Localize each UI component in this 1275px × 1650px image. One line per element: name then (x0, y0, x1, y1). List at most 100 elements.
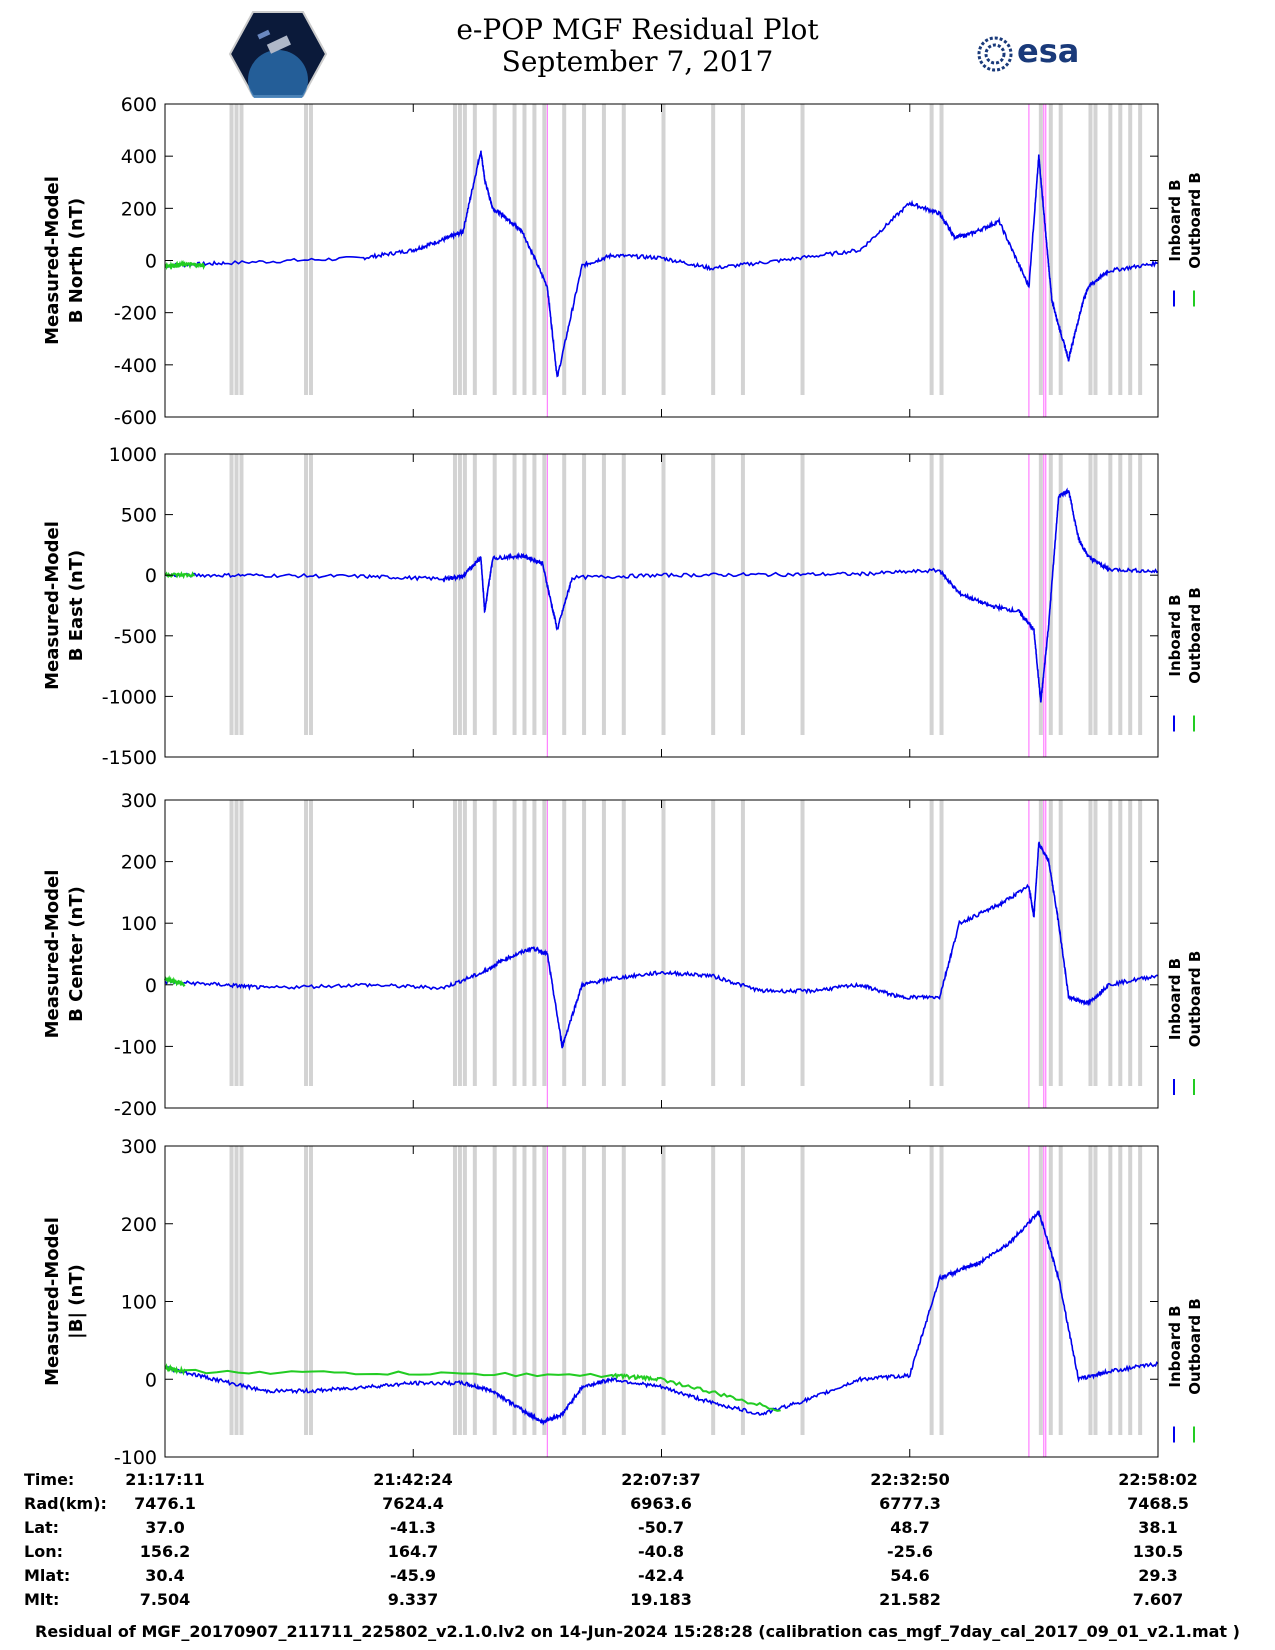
gray-band (234, 104, 239, 395)
gray-band (800, 1146, 805, 1435)
y-axis-label-line1: Measured-Model (42, 870, 63, 1039)
gray-band (492, 104, 497, 395)
ephemeris-row-label: Mlt: (24, 1590, 60, 1609)
gray-band (229, 800, 234, 1086)
title-line1: e-POP MGF Residual Plot (456, 13, 819, 46)
gray-band (457, 800, 462, 1086)
gray-band (711, 1146, 716, 1435)
gray-band (939, 104, 944, 395)
gray-band (1058, 454, 1063, 735)
y-tick-label: 300 (121, 1136, 157, 1158)
ephemeris-cell: -45.9 (389, 1566, 437, 1585)
legend-inboard: Inboard B (1166, 1305, 1184, 1387)
y-tick-label: 0 (145, 1369, 157, 1391)
series-inboard (164, 150, 1159, 378)
ephemeris-cell: 9.337 (387, 1590, 439, 1609)
ephemeris-cell: 7476.1 (134, 1494, 196, 1513)
esa-logo: esa (975, 32, 1095, 74)
gray-band (582, 1146, 587, 1435)
gray-band (1088, 800, 1093, 1086)
gray-band (1038, 800, 1043, 1086)
ephemeris-cell: 164.7 (387, 1542, 439, 1561)
ephemeris-cell: 29.3 (1138, 1566, 1178, 1585)
gray-band (621, 454, 626, 735)
ephemeris-row-label: Mlat: (24, 1566, 71, 1585)
gray-band (457, 104, 462, 395)
gray-band (582, 454, 587, 735)
y-tick-label: 300 (121, 790, 157, 812)
ephemeris-cell: 22:07:37 (621, 1470, 701, 1489)
y-tick-label: -100 (114, 1447, 157, 1469)
gray-band (800, 454, 805, 735)
gray-band (308, 800, 313, 1086)
y-tick-label: -1000 (102, 686, 157, 708)
gray-band (522, 1146, 527, 1435)
y-axis-label-line1: Measured-Model (42, 176, 63, 345)
gray-band (929, 800, 934, 1086)
legend-outboard: Outboard B (1186, 951, 1204, 1048)
gray-band (1088, 454, 1093, 735)
gray-band (1048, 1146, 1053, 1435)
gray-band (492, 800, 497, 1086)
gray-band (457, 1146, 462, 1435)
gray-band (1138, 1146, 1143, 1435)
gray-band (621, 104, 626, 395)
gray-band (512, 800, 517, 1086)
gray-band (462, 1146, 467, 1435)
gray-band (1128, 1146, 1133, 1435)
gray-band (601, 104, 606, 395)
y-tick-label: 0 (145, 251, 157, 273)
y-tick-label: 200 (121, 198, 157, 220)
series-inboard (164, 487, 1159, 703)
y-tick-label: 400 (121, 146, 157, 168)
gray-band (740, 104, 745, 395)
ephemeris-cell: 21.582 (879, 1590, 941, 1609)
gray-band (939, 454, 944, 735)
gray-band (457, 454, 462, 735)
legend-inboard: Inboard B (1166, 179, 1184, 261)
gray-band (532, 1146, 537, 1435)
gray-band (1108, 800, 1113, 1086)
gray-band (601, 454, 606, 735)
gray-band (472, 454, 477, 735)
gray-band (1138, 104, 1143, 395)
gray-band (929, 1146, 934, 1435)
y-axis-label-line2: B North (nT) (66, 198, 87, 324)
gray-band (621, 1146, 626, 1435)
y-axis-label-line1: Measured-Model (42, 521, 63, 690)
series-inboard (164, 841, 1159, 1049)
gray-band (1118, 454, 1123, 735)
gray-band (1093, 104, 1098, 395)
gray-band (304, 1146, 309, 1435)
panel-3: -100 0 100 200 300 Measured-Model |B| (nT) Inbo… (42, 1136, 1204, 1469)
gray-band (532, 104, 537, 395)
ephemeris-cell: 6777.3 (879, 1494, 941, 1513)
series-outboard (164, 571, 195, 580)
legend-outboard: Outboard B (1186, 587, 1204, 684)
ephemeris-cell: -40.8 (637, 1542, 685, 1561)
cassiope-logo (228, 11, 328, 98)
gray-band (740, 800, 745, 1086)
legend-outboard: Outboard B (1186, 172, 1204, 269)
gray-band (472, 1146, 477, 1435)
footer-caption: Residual of MGF_20170907_211711_225802_v… (35, 1622, 1240, 1641)
legend-outboard: Outboard B (1186, 1298, 1204, 1395)
gray-band (492, 1146, 497, 1435)
ephemeris-cell: 7624.4 (382, 1494, 444, 1513)
gray-band (522, 104, 527, 395)
gray-band (1128, 454, 1133, 735)
gray-band (1038, 1146, 1043, 1435)
ephemeris-cell: -50.7 (637, 1518, 685, 1537)
ephemeris-row-label: Rad(km): (24, 1494, 107, 1513)
gray-band (239, 104, 244, 395)
y-tick-label: 200 (121, 1214, 157, 1236)
gray-band (512, 104, 517, 395)
plot-title: e-POP MGF Residual Plot September 7, 201… (0, 14, 1275, 78)
gray-band (1108, 1146, 1113, 1435)
legend: Inboard B Outboard B (1166, 172, 1204, 269)
gray-band (229, 454, 234, 735)
gray-band (532, 454, 537, 735)
series-outboard (164, 1363, 781, 1412)
gray-band (229, 1146, 234, 1435)
ephemeris-row-label: Lat: (24, 1518, 60, 1537)
